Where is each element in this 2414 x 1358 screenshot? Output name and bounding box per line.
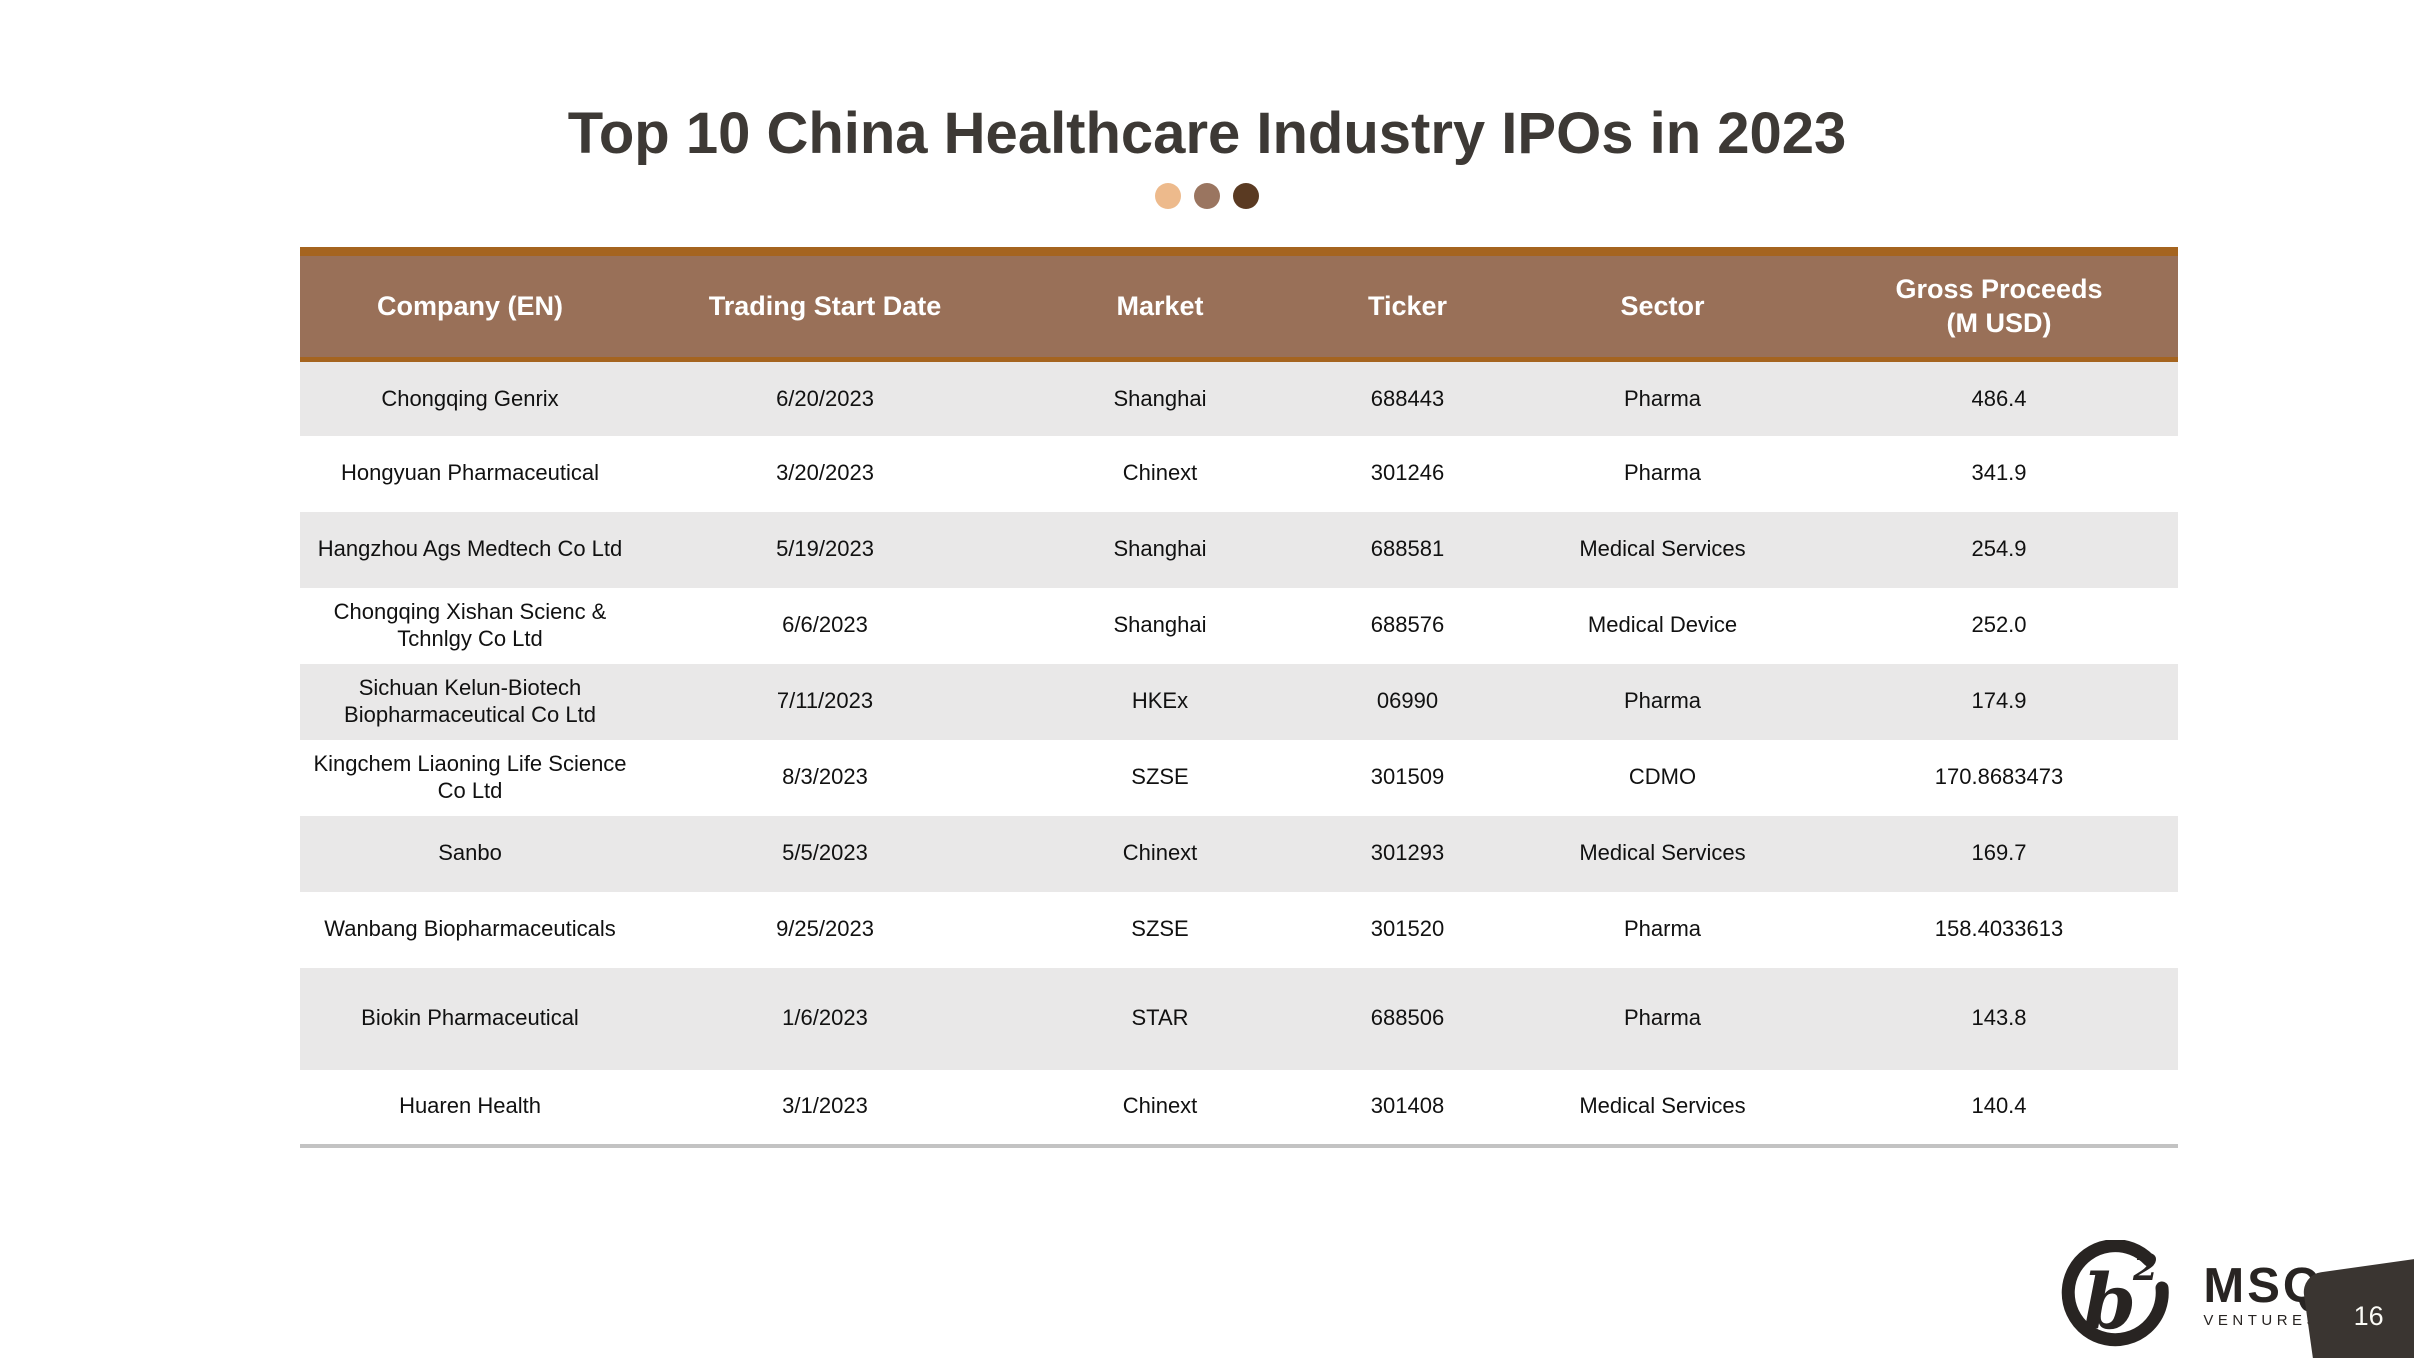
cell-sector: Medical Device <box>1587 612 1738 638</box>
table-row: Sichuan Kelun-Biotech Biopharmaceutical … <box>300 663 2178 740</box>
cell-trading-start-date: 5/19/2023 <box>776 536 874 562</box>
cell-market: Shanghai <box>1113 612 1207 638</box>
cell-ticker: 301520 <box>1370 916 1445 942</box>
table-row: Hongyuan Pharmaceutical 3/20/2023 Chinex… <box>300 435 2178 512</box>
cell-company: Huaren Health <box>300 1069 640 1148</box>
cell-market: HKEx <box>1131 688 1189 714</box>
cell-trading-start-date: 3/1/2023 <box>640 1069 1010 1148</box>
table-row: Biokin Pharmaceutical 1/6/2023 STAR 6885… <box>300 967 2178 1070</box>
cell-gross-proceeds: 174.9 <box>1971 688 2027 714</box>
logo-subtitle: VENTURES <box>2203 1312 2322 1330</box>
cell-ticker: 688576 <box>1370 612 1445 638</box>
accent-dot-medium <box>1194 183 1220 209</box>
col-header-company: Company (EN) <box>300 247 640 362</box>
accent-dot-dark <box>1233 183 1259 209</box>
page-number-tab: 16 <box>2301 1258 2414 1358</box>
cell-sector: Pharma <box>1623 385 1702 411</box>
cell-market: Shanghai <box>1113 385 1207 411</box>
cell-gross-proceeds: 158.4033613 <box>1934 916 2064 942</box>
table-row: Huaren Health 3/1/2023 Chinext 301408 Me… <box>300 1069 2178 1148</box>
cell-market: Chinext <box>1122 460 1198 486</box>
cell-company: Wanbang Biopharmaceuticals <box>324 916 616 942</box>
cell-market: Chinext <box>1010 1069 1310 1148</box>
table-row: Chongqing Xishan Scienc & Tchnlgy Co Ltd… <box>300 587 2178 664</box>
cell-trading-start-date: 8/3/2023 <box>782 764 868 790</box>
cell-gross-proceeds: 254.9 <box>1971 536 2027 562</box>
cell-ticker: 301509 <box>1370 764 1445 790</box>
logo-wordmark: MSQ VENTURES <box>2203 1258 2324 1330</box>
table-row: Hangzhou Ags Medtech Co Ltd 5/19/2023 Sh… <box>300 511 2178 588</box>
logo-b2-mark-icon: b 2 <box>2062 1240 2170 1347</box>
cell-company: Chongqing Genrix <box>381 385 559 411</box>
cell-gross-proceeds: 143.8 <box>1971 1005 2027 1031</box>
page-number: 16 <box>2353 1300 2384 1331</box>
cell-sector: Pharma <box>1623 916 1702 942</box>
cell-trading-start-date: 6/20/2023 <box>776 385 874 411</box>
table-row: Wanbang Biopharmaceuticals 9/25/2023 SZS… <box>300 891 2178 968</box>
cell-company: Sichuan Kelun-Biotech Biopharmaceutical … <box>344 675 596 727</box>
title-accent-dots <box>0 183 2414 209</box>
cell-gross-proceeds: 170.8683473 <box>1934 764 2064 790</box>
cell-market: STAR <box>1131 1005 1189 1031</box>
cell-company: Hongyuan Pharmaceutical <box>340 460 600 486</box>
col-header-gross-proceeds: Gross Proceeds (M USD) <box>1820 247 2178 362</box>
cell-company: Chongqing Xishan Scienc & Tchnlgy Co Ltd <box>333 599 607 651</box>
cell-market: Chinext <box>1122 840 1198 866</box>
cell-market: SZSE <box>1131 764 1189 790</box>
cell-company: Kingchem Liaoning Life Science Co Ltd <box>313 751 627 803</box>
cell-sector: Pharma <box>1623 460 1702 486</box>
cell-gross-proceeds: 341.9 <box>1971 460 2027 486</box>
cell-sector: Pharma <box>1623 688 1702 714</box>
cell-company: Sanbo <box>438 840 502 866</box>
cell-sector: Medical Services <box>1579 840 1746 866</box>
cell-ticker: 301408 <box>1310 1069 1505 1148</box>
cell-sector: Pharma <box>1623 1005 1702 1031</box>
table-row: Chongqing Genrix 6/20/2023 Shanghai 6884… <box>300 359 2178 436</box>
cell-trading-start-date: 1/6/2023 <box>782 1005 868 1031</box>
cell-ticker: 301293 <box>1370 840 1445 866</box>
col-header-market: Market <box>1010 247 1310 362</box>
cell-ticker: 688443 <box>1370 385 1445 411</box>
table-row: Kingchem Liaoning Life Science Co Ltd 8/… <box>300 739 2178 816</box>
cell-market: SZSE <box>1131 916 1189 942</box>
cell-company: Biokin Pharmaceutical <box>361 1005 579 1031</box>
cell-trading-start-date: 3/20/2023 <box>776 460 874 486</box>
cell-ticker: 06990 <box>1376 688 1439 714</box>
accent-dot-light <box>1155 183 1181 209</box>
cell-trading-start-date: 5/5/2023 <box>782 840 868 866</box>
ipo-table: Company (EN) Trading Start Date Market T… <box>300 247 2178 1148</box>
cell-gross-proceeds: 486.4 <box>1971 385 2027 411</box>
col-header-sector: Sector <box>1505 247 1820 362</box>
cell-sector: Medical Services <box>1505 1069 1820 1148</box>
logo-name: MSQ <box>2203 1258 2324 1313</box>
cell-trading-start-date: 6/6/2023 <box>782 612 868 638</box>
table-header-row: Company (EN) Trading Start Date Market T… <box>300 247 2178 362</box>
cell-ticker: 688506 <box>1370 1005 1445 1031</box>
cell-sector: CDMO <box>1628 764 1697 790</box>
cell-gross-proceeds: 169.7 <box>1971 840 2027 866</box>
cell-gross-proceeds: 252.0 <box>1971 612 2027 638</box>
cell-trading-start-date: 9/25/2023 <box>776 916 874 942</box>
svg-text:2: 2 <box>2132 1247 2158 1289</box>
svg-text:b: b <box>2083 1257 2136 1346</box>
page-title: Top 10 China Healthcare Industry IPOs in… <box>567 101 1847 166</box>
col-header-ticker: Ticker <box>1310 247 1505 362</box>
cell-company: Hangzhou Ags Medtech Co Ltd <box>317 536 623 562</box>
cell-trading-start-date: 7/11/2023 <box>776 688 874 714</box>
table-row: Sanbo 5/5/2023 Chinext 301293 Medical Se… <box>300 815 2178 892</box>
cell-gross-proceeds: 140.4 <box>1820 1069 2178 1148</box>
cell-sector: Medical Services <box>1579 536 1746 562</box>
msq-ventures-logo: b 2 MSQ VENTURES <box>2043 1240 2324 1352</box>
col-header-trading-start-date: Trading Start Date <box>640 247 1010 362</box>
cell-ticker: 688581 <box>1370 536 1445 562</box>
cell-market: Shanghai <box>1113 536 1207 562</box>
cell-ticker: 301246 <box>1370 460 1445 486</box>
